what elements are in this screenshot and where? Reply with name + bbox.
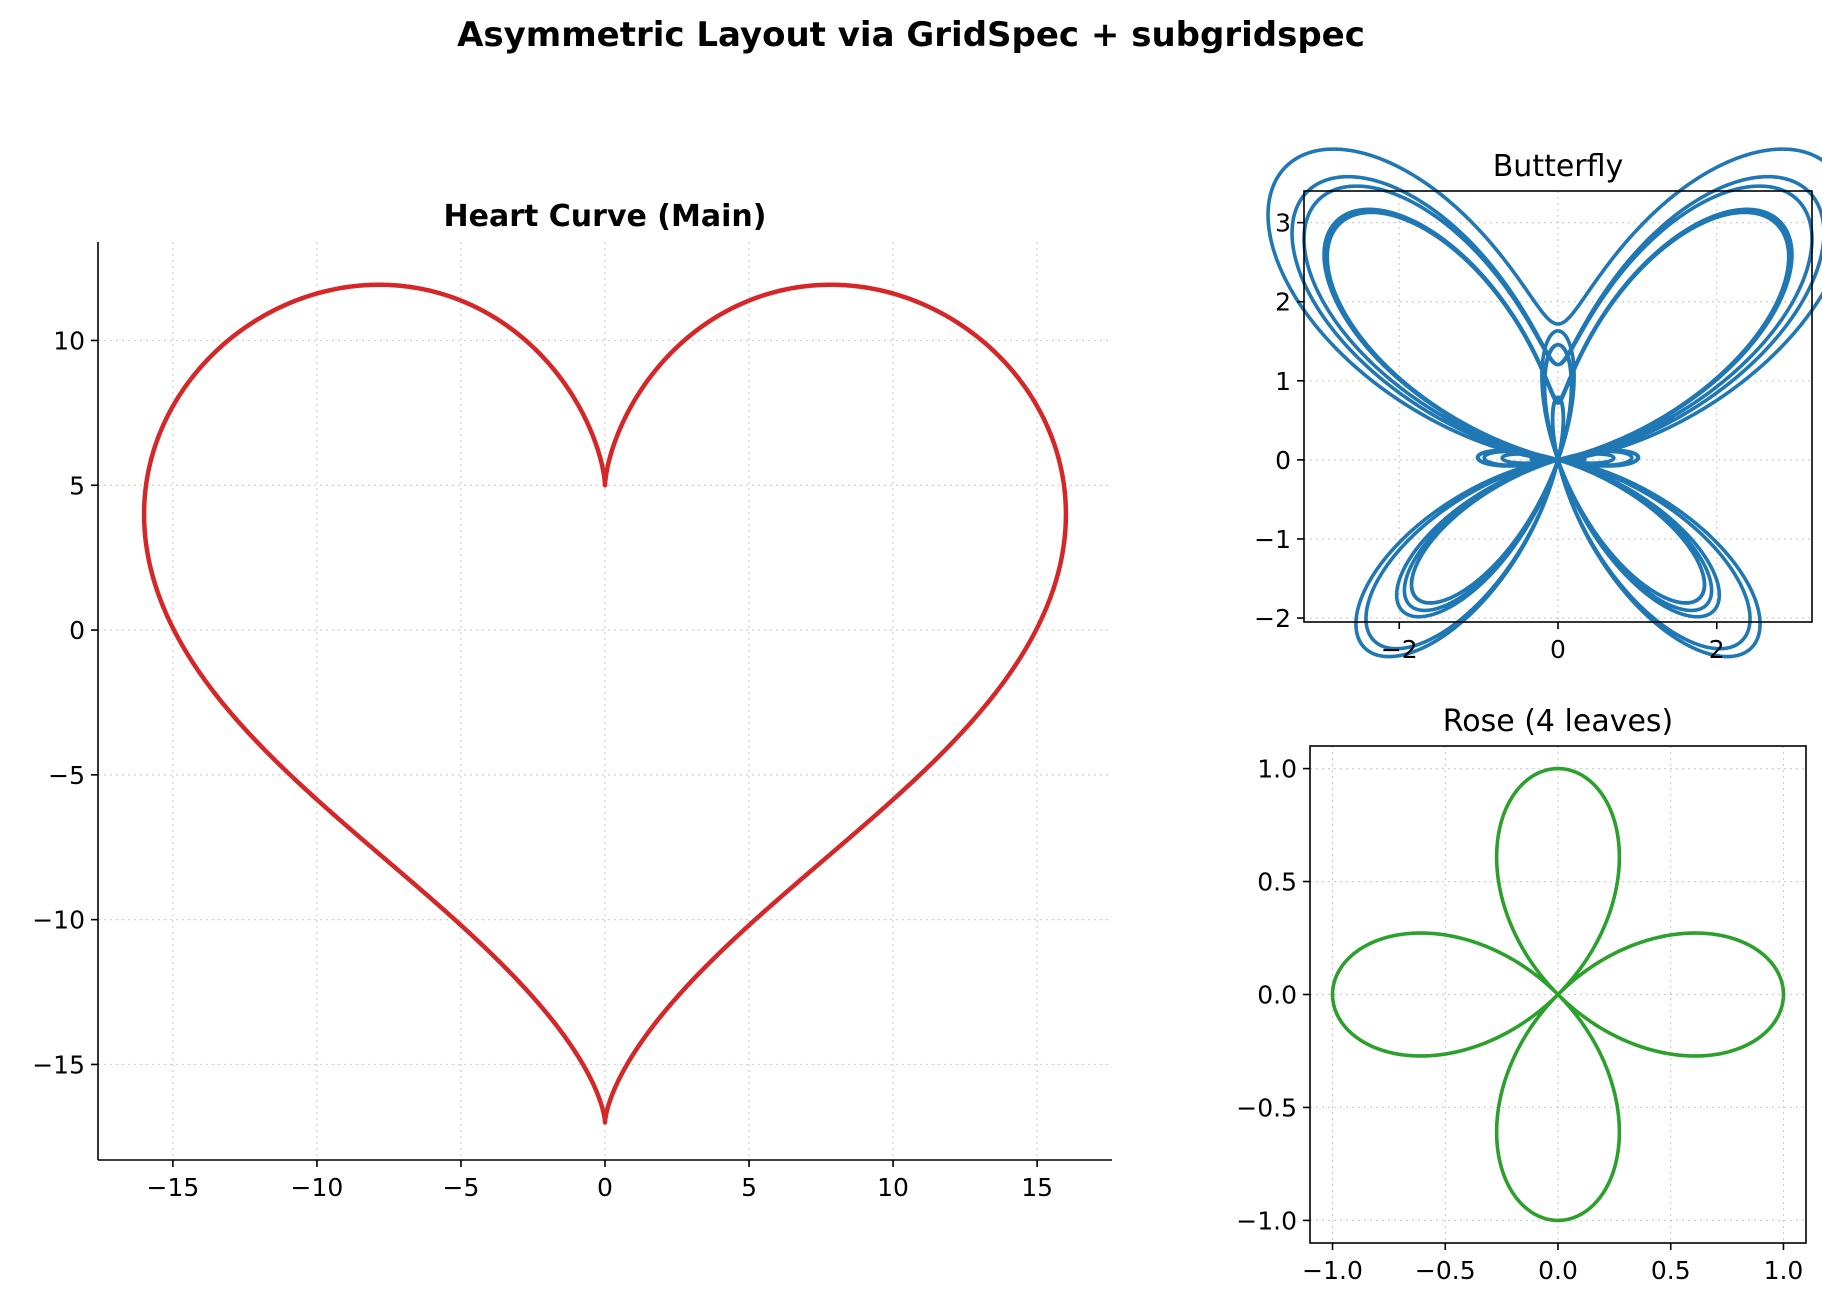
heart-title: Heart Curve (Main)	[444, 199, 767, 234]
butterfly-x-tick-label: −2	[1381, 635, 1418, 664]
heart-y-tick-label: 10	[53, 326, 85, 355]
butterfly-title: Butterfly	[1493, 149, 1624, 184]
rose-y-tick-label: −0.5	[1236, 1093, 1297, 1122]
butterfly-panel: −2 0 2 −2 −1 0 1 2 3 Butterfly	[1254, 147, 1822, 664]
butterfly-y-tick-label: 0	[1275, 446, 1291, 475]
rose-title: Rose (4 leaves)	[1443, 704, 1674, 739]
rose-x-tick-label: −1.0	[1302, 1256, 1363, 1285]
rose-y-tick-label: −1.0	[1236, 1206, 1297, 1235]
heart-y-tick-label: −5	[48, 761, 85, 790]
heart-x-tick-label: 5	[741, 1173, 757, 1202]
butterfly-y-tick-label: 3	[1275, 209, 1291, 238]
rose-x-tick-label: −0.5	[1415, 1256, 1476, 1285]
heart-y-tick-label: −10	[32, 906, 85, 935]
rose-y-tick-label: 1.0	[1257, 755, 1297, 784]
heart-x-tick-label: 15	[1021, 1173, 1053, 1202]
heart-x-tick-label: −10	[291, 1173, 344, 1202]
rose-y-tick-label: 0.0	[1257, 981, 1297, 1010]
butterfly-y-tick-label: −1	[1254, 525, 1291, 554]
heart-x-tick-label: 0	[597, 1173, 613, 1202]
butterfly-y-tick-label: 1	[1275, 367, 1291, 396]
heart-y-tick-label: −15	[32, 1050, 85, 1079]
butterfly-y-tick-label: 2	[1275, 288, 1291, 317]
heart-curve-panel: −15 −10 −5 0 5 10 15 −15 −10 −5 0 5 10 Heart Curve (M…	[32, 199, 1112, 1202]
rose-x-tick-label: 0.5	[1651, 1256, 1691, 1285]
heart-curve	[141, 282, 1069, 1125]
heart-x-tick-label: −15	[147, 1173, 200, 1202]
butterfly-x-tick-label: 0	[1550, 635, 1566, 664]
rose-x-tick-label: 0.0	[1538, 1256, 1578, 1285]
rose-y-tick-label: 0.5	[1257, 868, 1297, 897]
butterfly-y-tick-label: −2	[1254, 604, 1291, 633]
heart-y-tick-label: 0	[69, 616, 85, 645]
rose-curve	[1330, 766, 1786, 1223]
figure-suptitle: Asymmetric Layout via GridSpec + subgrid…	[457, 15, 1365, 55]
heart-y-tick-label: 5	[69, 471, 85, 500]
butterfly-curve	[1266, 147, 1822, 659]
heart-x-tick-label: −5	[443, 1173, 480, 1202]
rose-panel: −1.0 −0.5 0.0 0.5 1.0 −1.0 −0.5 0.0 0.5 1.0 Rose (…	[1236, 704, 1807, 1285]
heart-x-tick-label: 10	[877, 1173, 909, 1202]
rose-x-tick-label: 1.0	[1764, 1256, 1804, 1285]
butterfly-x-tick-label: 2	[1709, 635, 1725, 664]
